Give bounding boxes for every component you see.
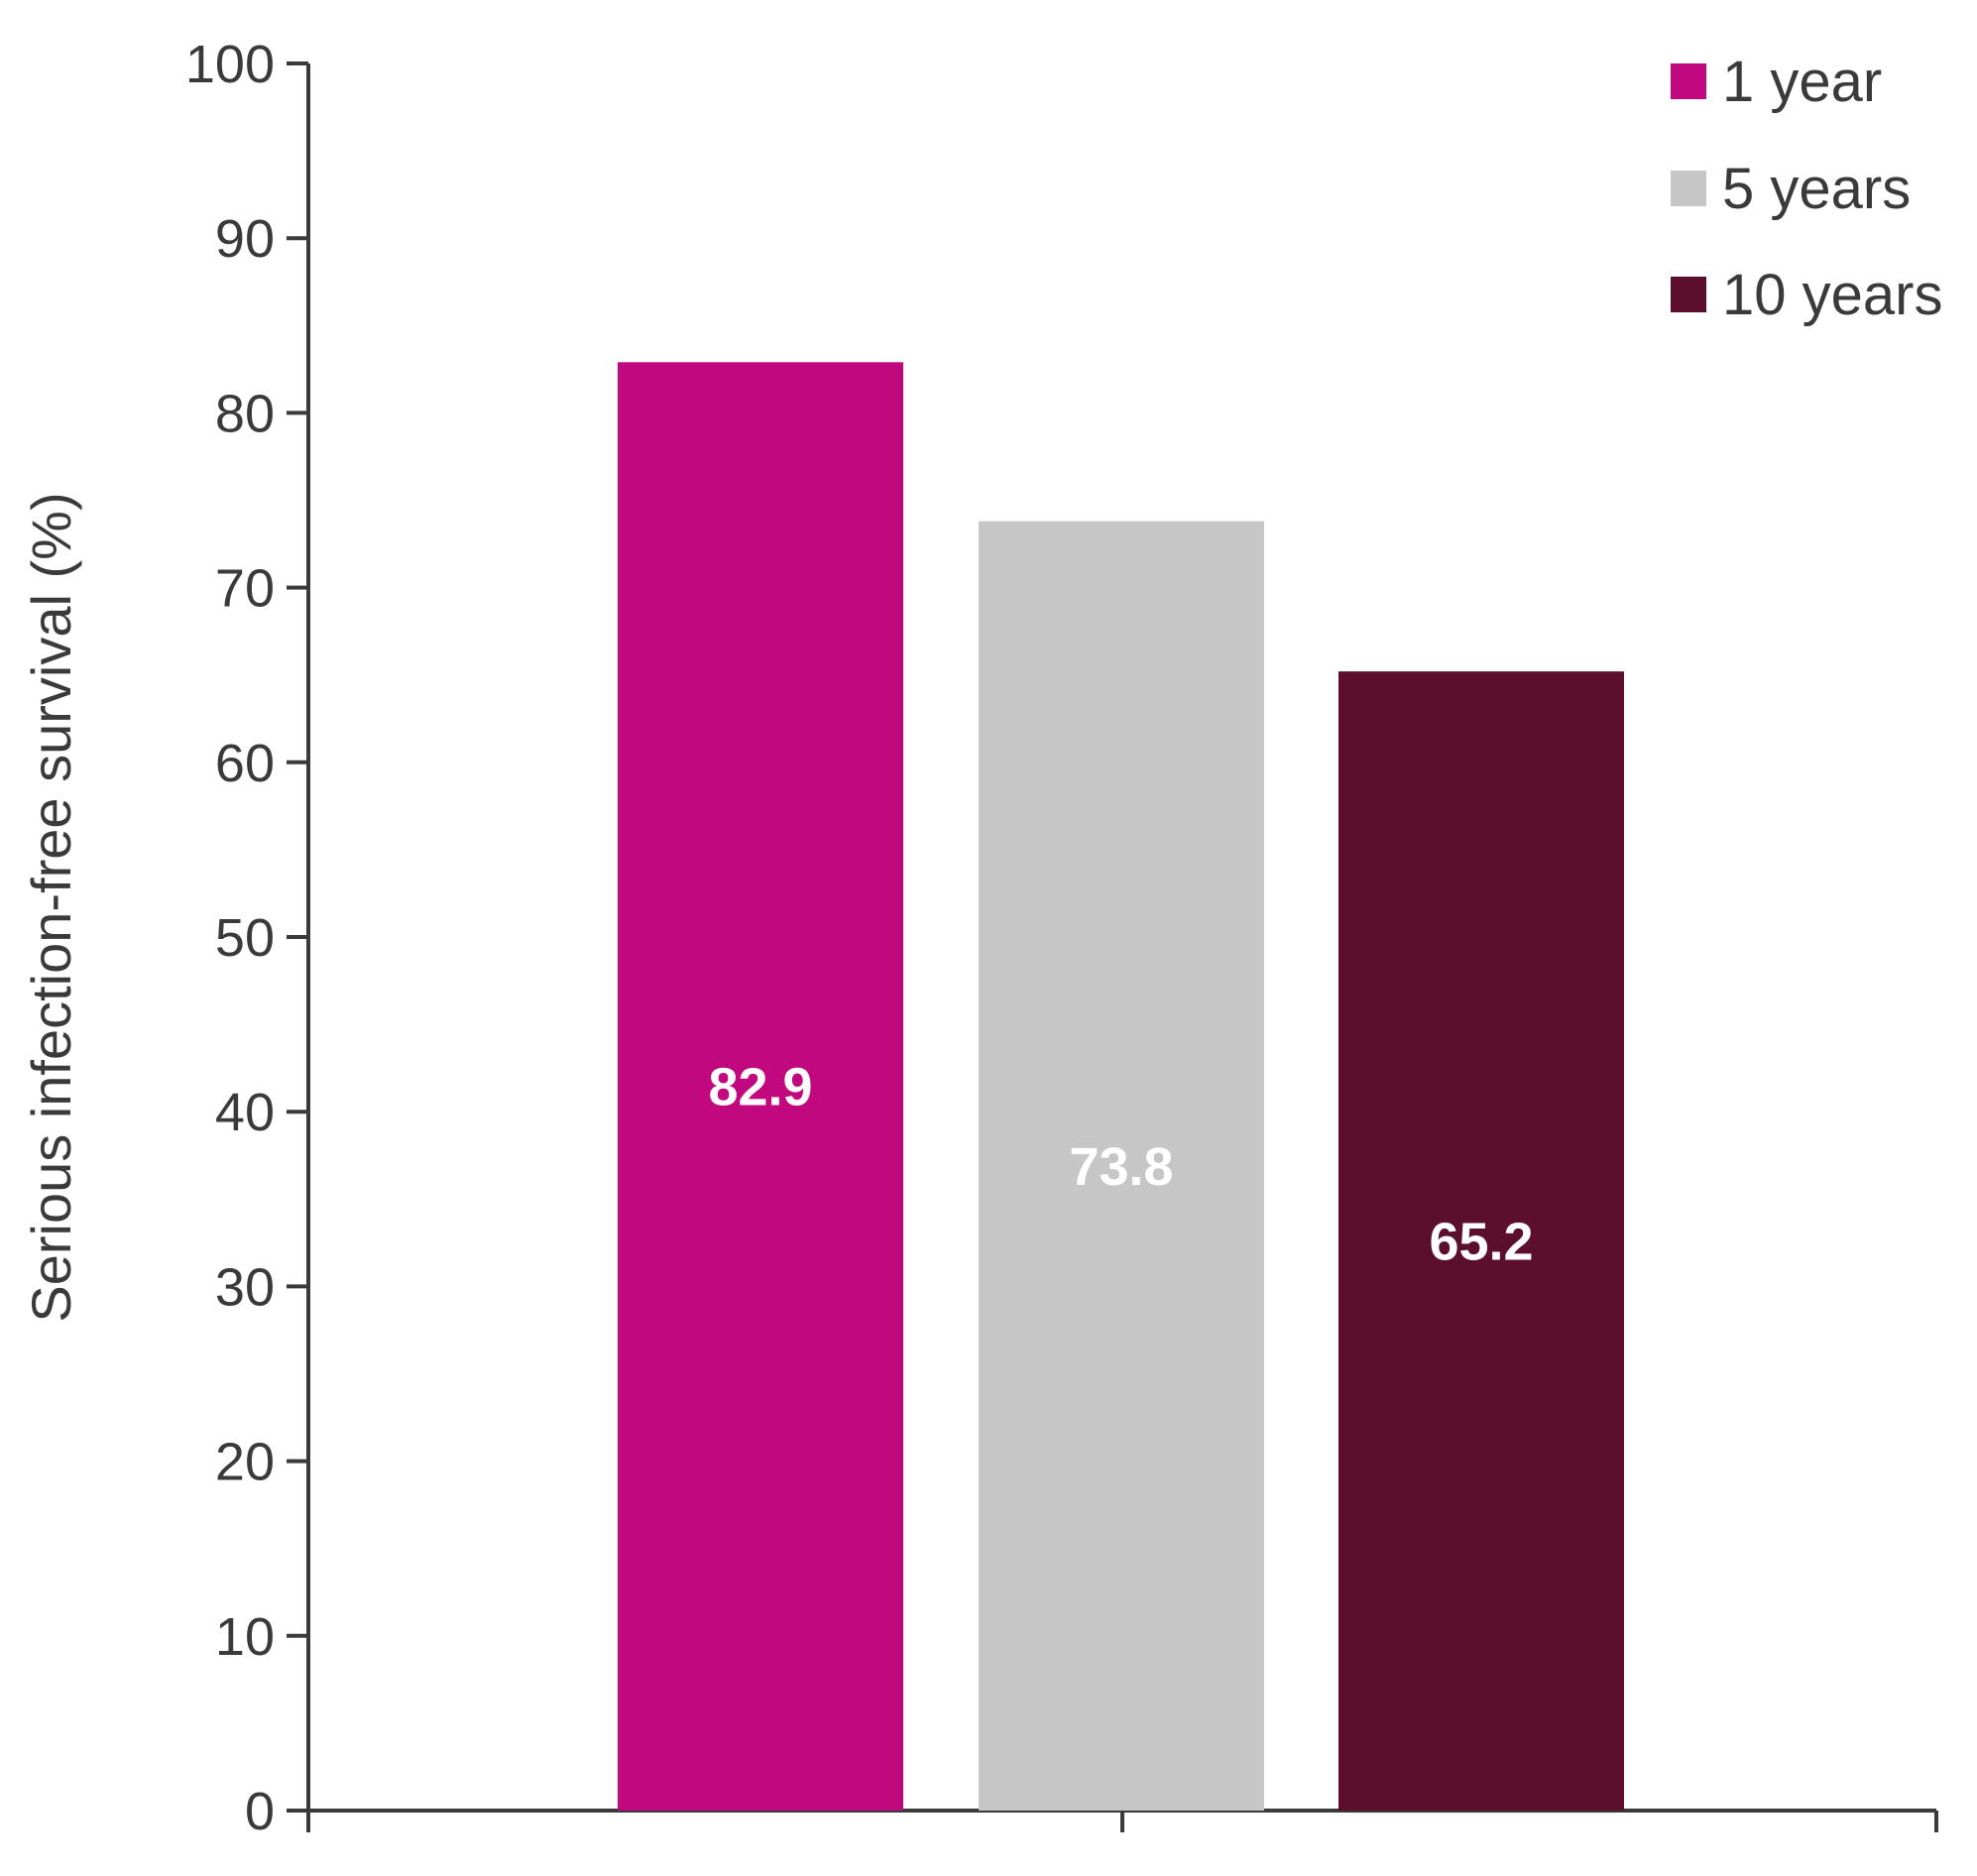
bar-10-years	[1338, 671, 1624, 1811]
legend-swatch	[1671, 277, 1706, 312]
y-tick-label: 90	[215, 209, 275, 269]
legend-swatch	[1671, 171, 1706, 206]
y-tick-label: 70	[215, 559, 275, 619]
y-tick-label: 50	[215, 908, 275, 968]
y-axis: 0 10 20 30 40 50 60 70 80 90 100	[185, 35, 310, 1841]
legend-swatch	[1671, 63, 1706, 99]
y-tick-label: 40	[215, 1083, 275, 1142]
y-tick-label: 30	[215, 1257, 275, 1317]
bar-5-years	[979, 521, 1264, 1811]
legend-label: 5 years	[1722, 157, 1911, 221]
y-tick-label: 100	[185, 35, 275, 94]
y-axis-title: Serious infection-free survival (%)	[20, 492, 82, 1322]
bars: 82.9 73.8 65.2	[618, 362, 1624, 1811]
y-tick-label: 10	[215, 1607, 275, 1667]
legend-label: 10 years	[1722, 263, 1942, 327]
y-tick-label: 60	[215, 734, 275, 793]
bar-value-label: 65.2	[1429, 1213, 1533, 1272]
legend: 1 year 5 years 10 years	[1671, 50, 1942, 327]
bar-value-label: 73.8	[1069, 1137, 1173, 1197]
y-tick-label: 0	[245, 1782, 275, 1841]
legend-label: 1 year	[1722, 50, 1882, 114]
y-tick-label: 20	[215, 1433, 275, 1492]
bar-1-year	[618, 362, 903, 1811]
y-tick-label: 80	[215, 384, 275, 443]
bar-value-label: 82.9	[708, 1058, 812, 1117]
x-axis	[306, 1809, 1938, 1832]
